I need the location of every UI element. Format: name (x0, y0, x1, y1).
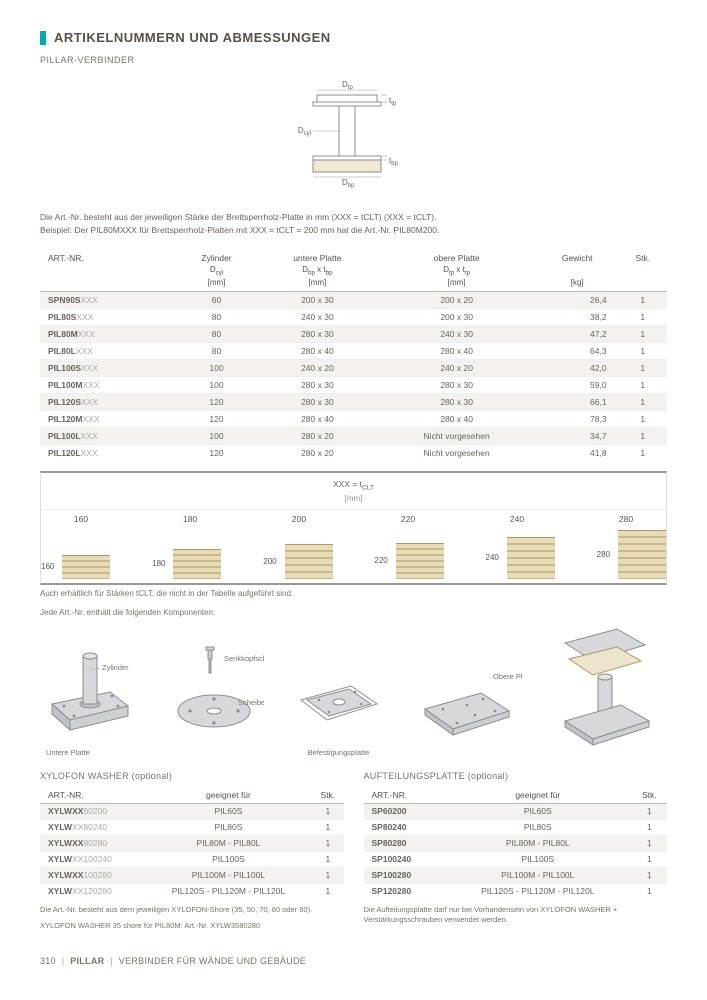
clt-value: 220 (378, 514, 438, 524)
footer-t1: PILLAR (70, 956, 104, 966)
diagram-label-ttp: ttp (389, 96, 397, 107)
clt-value: 200 (269, 514, 329, 524)
table-row: XYLWXX60200PIL60S1 (40, 803, 344, 819)
clt-thickness-block: XXX = tCLT [mm] 160 180 200 220 240 280 160 18… (40, 471, 667, 585)
xylofon-title: XYLOFON WASHER (optional) (40, 771, 344, 781)
xylofon-note2: XYLOFON WASHER 35 shore für PIL80M: Art.… (40, 921, 344, 932)
diagram-label-dcyl: Dcyl (297, 126, 310, 137)
components-intro: Jede Art.-Nr. enthält die folgenden Komp… (40, 608, 667, 617)
th-dcyl: Dcyl (176, 265, 258, 279)
page-number: 310 (40, 956, 56, 966)
th-zyl: Zylinder (176, 249, 258, 265)
clt-value: 160 (51, 514, 111, 524)
comp-label-scheibe: Scheibe (238, 698, 264, 707)
th-stk: Stk. (619, 249, 667, 265)
th-art: ART.-NR. (40, 249, 176, 265)
aufteilung-table: ART.-NR. geeignet für Stk. SP60200PIL60S… (364, 787, 668, 899)
intro-line1: Die Art.-Nr. besteht aus der jeweiligen … (40, 211, 667, 224)
section-subtitle: PILLAR-VERBINDER (40, 55, 667, 65)
comp-exploded (547, 625, 667, 757)
comp-label-zylinder: Zylinder (102, 663, 129, 672)
table-row: PIL80LXXX80280 x 40280 x 4064,31 (40, 343, 667, 360)
table-row: PIL100SXXX100240 x 20240 x 2042,01 (40, 360, 667, 377)
table-row: SPN90SXXX60200 x 30200 x 2026,41 (40, 292, 667, 309)
aufteilung-title: AUFTEILUNGSPLATTE (optional) (364, 771, 668, 781)
diagram-label-dtp: Dtp (342, 80, 353, 91)
th-bp: untere Platte (257, 249, 377, 265)
pillar-diagram-svg: Dtp ttp Dcyl tbp Dbp (269, 77, 439, 197)
table-row: PIL80SXXX80240 x 30200 x 3038,21 (40, 309, 667, 326)
optional-tables: XYLOFON WASHER (optional) ART.-NR. geeig… (40, 771, 667, 932)
comp-label-obere: Obere Platte (493, 672, 523, 681)
clt-value: 280 (596, 514, 656, 524)
page-footer: 310 | PILLAR | VERBINDER FÜR WÄNDE UND G… (40, 956, 667, 966)
table-row: PIL120MXXX120280 x 40280 x 4078,31 (40, 411, 667, 428)
intro-text: Die Art.-Nr. besteht aus der jeweiligen … (40, 211, 667, 237)
table-row: SP80280PIL80M - PIL80L1 (364, 835, 668, 851)
xylofon-col: XYLOFON WASHER (optional) ART.-NR. geeig… (40, 771, 344, 932)
clt-value: 240 (487, 514, 547, 524)
clt-value: 180 (160, 514, 220, 524)
diagram-label-tbp: tbp (389, 156, 399, 167)
xylofon-note1: Die Art.-Nr. besteht aus dem jeweiligen … (40, 905, 344, 916)
table-row: SP100280PIL100M - PIL100L1 (364, 867, 668, 883)
clt-stack: 280 (597, 530, 666, 579)
clt-stack: 160 (41, 555, 110, 579)
section-title: ARTIKELNUMMERN UND ABMESSUNGEN (54, 30, 331, 45)
table-row: XYLWXX120280PIL120S - PIL120M - PIL120L1 (40, 883, 344, 899)
clt-note: Auch erhältlich für Stärken tCLT, die ni… (40, 589, 667, 598)
comp-cylinder: Zylinder Untere Platte (40, 636, 140, 757)
clt-unit: [mm] (41, 494, 666, 503)
main-dimensions-table: ART.-NR. Zylinder untere Platte obere Pl… (40, 249, 667, 462)
clt-stack: 220 (374, 543, 443, 579)
comp-fixplate: Befestigungsplatte (289, 636, 389, 757)
comp-washer: Senkkopfschraube M16/M20 Scheibe (164, 645, 264, 757)
comp-label-untere: Untere Platte (46, 748, 140, 757)
table-row: PIL120LXXX120280 x 20Nicht vorgesehen41,… (40, 445, 667, 462)
pillar-diagram: Dtp ttp Dcyl tbp Dbp (40, 77, 667, 199)
accent-bar (40, 31, 46, 45)
clt-stack: 180 (152, 549, 221, 579)
table-row: SP60200PIL60S1 (364, 803, 668, 819)
aufteilung-note: Die Aufteilungsplatte darf nur bei Vorha… (364, 905, 668, 926)
th-dbp: Dbp x tbp (257, 265, 377, 279)
comp-label-schraube: Senkkopfschraube M16/M20 (224, 654, 264, 663)
section-header: ARTIKELNUMMERN UND ABMESSUNGEN (40, 30, 667, 45)
table-row: SP100240PIL100S1 (364, 851, 668, 867)
comp-label-befestigung: Befestigungsplatte (289, 748, 389, 757)
th-tp: obere Platte (377, 249, 535, 265)
table-row: PIL80MXXX80280 x 30240 x 3047,21 (40, 326, 667, 343)
table-row: PIL120SXXX120280 x 30280 x 3066,11 (40, 394, 667, 411)
table-row: XYLWXX100280PIL100M - PIL100L1 (40, 867, 344, 883)
clt-stack: 240 (486, 537, 555, 579)
table-row: SP80240PIL80S1 (364, 819, 668, 835)
aufteilung-col: AUFTEILUNGSPLATTE (optional) ART.-NR. ge… (364, 771, 668, 932)
table-row: XYLWXX100240PIL100S1 (40, 851, 344, 867)
diagram-label-dbp: Dbp (342, 178, 355, 189)
clt-title: XXX = tCLT (41, 479, 666, 492)
table-row: PIL100MXXX100280 x 30280 x 3059,01 (40, 377, 667, 394)
comp-topplate: Obere Platte (413, 645, 523, 757)
intro-line2: Beispiel: Der PIL80MXXX für Brettsperrho… (40, 224, 667, 237)
footer-t2: VERBINDER FÜR WÄNDE UND GEBÄUDE (119, 956, 306, 966)
table-row: SP120280PIL120S - PIL120M - PIL120L1 (364, 883, 668, 899)
table-row: XYLWXX80240PIL80S1 (40, 819, 344, 835)
th-dtp: Dtp x ttp (377, 265, 535, 279)
xylofon-table: ART.-NR. geeignet für Stk. XYLWXX60200PI… (40, 787, 344, 899)
th-wt: Gewicht (536, 249, 619, 265)
table-row: XYLWXX80280PIL80M - PIL80L1 (40, 835, 344, 851)
components-diagram: Zylinder Untere Platte Senkkopfschraube … (40, 625, 667, 757)
table-row: PIL100LXXX100280 x 20Nicht vorgesehen34,… (40, 428, 667, 445)
clt-stack: 200 (263, 544, 332, 579)
